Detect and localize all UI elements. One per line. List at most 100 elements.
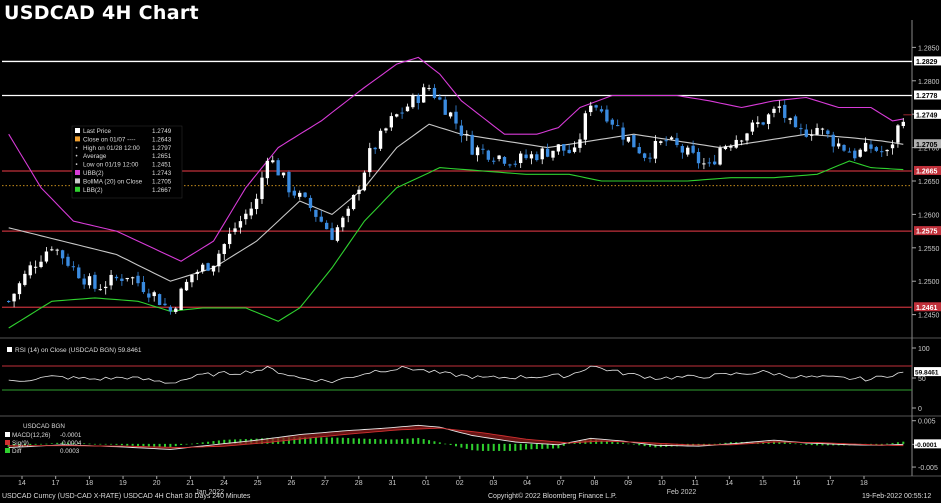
candle — [174, 306, 178, 314]
macd-legend-swatch — [5, 440, 10, 445]
candle — [104, 281, 108, 295]
level-tag — [914, 165, 941, 175]
candle — [292, 186, 296, 199]
candle-body — [82, 278, 86, 285]
candle — [459, 119, 464, 143]
macd-legend-value: 0.0003 — [60, 448, 80, 455]
y-tick-label: 1.2450 — [918, 313, 940, 320]
macd-diff-bar — [444, 443, 447, 445]
candle-body — [713, 161, 717, 165]
candle — [508, 163, 512, 168]
legend-label: UBB(2) — [83, 170, 104, 177]
candle-body — [901, 121, 905, 127]
macd-diff-bar — [234, 439, 237, 444]
candle-body — [589, 105, 593, 113]
candle-body — [438, 97, 442, 100]
macd-diff-bar — [331, 437, 334, 444]
candle — [28, 261, 32, 279]
macd-diff-bar — [428, 440, 431, 444]
candle — [632, 134, 636, 148]
candle-body — [707, 162, 711, 164]
candle — [271, 155, 275, 164]
macd-legend-value: -0.0004 — [60, 440, 82, 447]
candle — [330, 222, 334, 241]
candle — [734, 135, 738, 149]
last-price-tag-label: 1.2749 — [916, 112, 938, 119]
candle-body — [39, 261, 43, 267]
candle-body — [777, 106, 782, 108]
macd-diff-bar — [886, 443, 889, 445]
macd-diff-bar — [826, 443, 829, 446]
x-tick-label: 10 — [658, 480, 666, 487]
candle-body — [384, 128, 388, 131]
candle-body — [675, 138, 679, 146]
candle — [60, 249, 65, 265]
candle — [335, 224, 340, 243]
candle-body — [459, 125, 464, 136]
macd-diff-bar — [56, 442, 59, 444]
macd-diff-bar — [357, 438, 360, 444]
candle — [659, 140, 663, 146]
candle-body — [330, 228, 334, 240]
candle — [761, 121, 765, 126]
x-tick-label: 16 — [793, 480, 801, 487]
legend-label: Average — [83, 153, 107, 160]
macd-diff-bar — [799, 443, 802, 445]
level-tag-label: 1.2778 — [916, 93, 938, 100]
candle-body — [540, 148, 544, 160]
candle — [556, 144, 561, 155]
bollma-tag — [914, 139, 941, 149]
candle — [648, 152, 652, 163]
macd-diff-bar — [336, 437, 339, 444]
candle — [233, 222, 237, 235]
candle — [675, 132, 679, 148]
candle — [880, 145, 884, 158]
macd-diff-bar — [643, 443, 646, 447]
rsi-tick-label: 50 — [918, 376, 926, 383]
candle — [346, 206, 350, 223]
candle — [276, 158, 280, 176]
candle — [599, 105, 604, 114]
macd-diff-bar — [298, 436, 301, 444]
macd-legend-swatch — [5, 448, 10, 453]
candle-body — [12, 293, 16, 302]
legend-bullet: • — [76, 163, 78, 169]
chart-title: USDCAD 4H Chart — [4, 2, 199, 24]
candle-body — [594, 105, 598, 108]
candle — [653, 135, 658, 164]
legend-label: Low on 01/19 12:00 — [83, 162, 139, 169]
macd-diff-bar — [794, 443, 797, 445]
x-tick-label: 14 — [725, 480, 733, 487]
candle-body — [508, 164, 512, 166]
x-tick-label: 18 — [85, 480, 93, 487]
macd-diff-bar — [201, 442, 204, 444]
macd-diff-bar — [541, 443, 544, 449]
candle-body — [157, 294, 162, 306]
macd-diff-bar — [406, 438, 409, 444]
candle — [686, 145, 690, 157]
macd-diff-bar — [622, 442, 625, 444]
candle-body — [368, 148, 372, 173]
candle — [513, 160, 517, 168]
candle — [756, 116, 760, 128]
candle-body — [610, 119, 614, 125]
candle — [281, 172, 286, 178]
candle-body — [621, 127, 625, 140]
macd-diff-bar — [196, 443, 199, 444]
candle — [621, 122, 625, 146]
candle-body — [551, 150, 555, 158]
candle-body — [686, 147, 690, 155]
candle — [44, 247, 49, 264]
candle-body — [524, 154, 528, 159]
macd-diff-bar — [816, 443, 819, 446]
macd-diff-bar — [115, 443, 118, 445]
candle-body — [465, 134, 469, 136]
macd-diff-bar — [61, 442, 64, 444]
ubb-line — [8, 56, 904, 262]
candle — [465, 130, 469, 141]
candle — [793, 114, 798, 128]
bollma-line — [8, 123, 904, 282]
candle-body — [324, 222, 329, 230]
candle-body — [373, 147, 377, 150]
macd-diff-bar — [708, 443, 711, 445]
